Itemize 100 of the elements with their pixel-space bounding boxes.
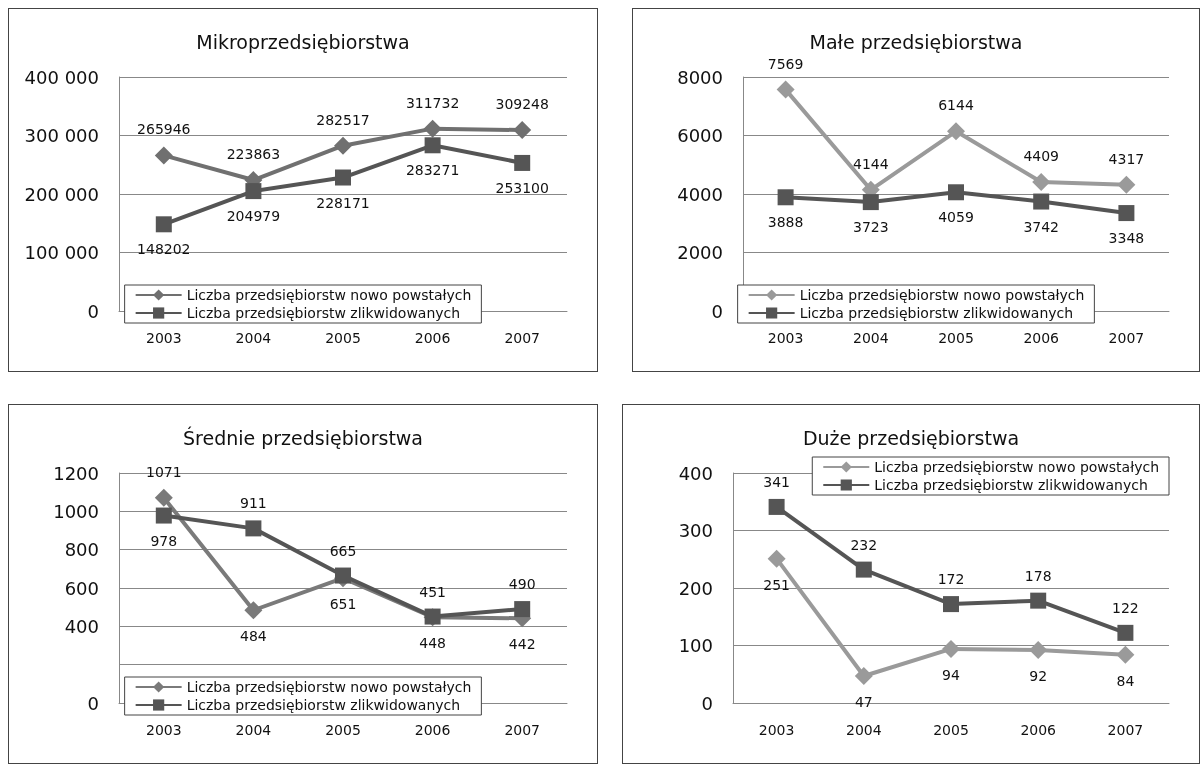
data-label: 3742	[1023, 218, 1060, 235]
y-tick-label: 400	[64, 615, 99, 637]
point	[154, 488, 173, 507]
data-label: 94	[942, 666, 960, 683]
point	[854, 666, 873, 685]
x-tick-label: 2003	[145, 330, 182, 346]
point	[862, 194, 879, 211]
x-tick-label: 2005	[325, 330, 361, 346]
data-label: 341	[763, 473, 790, 490]
y-tick-label: 0	[701, 692, 713, 714]
point	[943, 596, 959, 613]
legend-label: Liczba przedsiębiorstw nowo powstałych	[799, 287, 1085, 303]
y-tick-label: 0	[87, 692, 99, 714]
x-tick-label: 2003	[767, 330, 804, 346]
x-tick-label: 2007	[1107, 722, 1144, 738]
point	[424, 137, 441, 154]
x-tick-label: 2006	[414, 722, 451, 738]
data-label: 978	[150, 532, 178, 549]
point	[1029, 641, 1048, 660]
x-tick-label: 2004	[235, 722, 272, 738]
x-tick-label: 2004	[852, 330, 889, 346]
point	[776, 80, 795, 99]
data-label: 490	[508, 576, 536, 593]
y-tick-label: 4000	[677, 183, 723, 205]
point	[154, 146, 173, 165]
point	[334, 136, 352, 155]
point	[1032, 173, 1051, 192]
data-label: 253100	[495, 179, 549, 196]
data-label: 204979	[226, 208, 281, 225]
data-label: 232	[850, 536, 878, 553]
data-label: 265946	[137, 121, 191, 138]
point	[514, 601, 531, 618]
point	[155, 507, 172, 524]
legend-label: Liczba przedsiębiorstw zlikwidowanych	[799, 305, 1074, 321]
y-tick-label: 100 000	[24, 242, 99, 263]
point	[514, 154, 531, 171]
x-tick-label: 2007	[504, 330, 541, 346]
data-label: 911	[240, 495, 267, 512]
point	[767, 549, 786, 568]
data-label: 4317	[1108, 150, 1145, 167]
legend-label: Liczba przedsiębiorstw zlikwidowanych	[186, 697, 461, 713]
data-label: 47	[854, 693, 873, 710]
point	[1117, 175, 1136, 194]
chart-title: Duże przedsiębiorstwa	[802, 426, 1020, 449]
x-tick-label: 2006	[1020, 722, 1057, 738]
point	[245, 183, 262, 200]
data-label: 3888	[767, 214, 804, 231]
x-tick-label: 2004	[845, 722, 882, 738]
point	[1117, 624, 1134, 641]
y-tick-label: 0	[87, 300, 99, 322]
y-tick-label: 400	[678, 462, 713, 484]
x-tick-label: 2005	[325, 722, 361, 738]
y-tick-label: 0	[711, 300, 723, 322]
point	[155, 216, 172, 233]
data-label: 311732	[405, 94, 460, 111]
x-tick-label: 2007	[504, 722, 541, 738]
data-label: 442	[508, 636, 536, 653]
data-label: 148202	[137, 241, 191, 258]
data-label: 282517	[316, 111, 370, 128]
x-tick-label: 2005	[933, 722, 969, 738]
y-tick-label: 200 000	[24, 183, 99, 205]
point	[948, 184, 964, 201]
x-tick-label: 2005	[938, 330, 974, 346]
data-label: 92	[1029, 668, 1048, 685]
data-label: 172	[937, 571, 965, 588]
y-tick-label: 8000	[677, 66, 723, 88]
data-label: 122	[1112, 599, 1139, 616]
y-tick-label: 2000	[677, 242, 723, 263]
y-tick-label: 300 000	[24, 125, 99, 146]
data-label: 4059	[938, 209, 974, 226]
chart-title: Mikroprzedsiębiorstwa	[196, 30, 410, 53]
legend-label: Liczba przedsiębiorstw zlikwidowanych	[874, 477, 1148, 493]
point	[1033, 193, 1050, 210]
point	[513, 121, 532, 140]
x-tick-label: 2003	[145, 722, 182, 738]
x-tick-label: 2003	[758, 722, 795, 738]
y-tick-label: 400 000	[24, 66, 99, 88]
data-label: 178	[1024, 567, 1052, 584]
data-label: 3348	[1108, 230, 1145, 247]
data-label: 251	[763, 576, 790, 593]
y-tick-label: 1200	[53, 462, 99, 484]
data-label: 665	[329, 542, 357, 559]
data-label: 309248	[495, 96, 549, 113]
data-label: 6144	[938, 97, 974, 114]
point	[335, 169, 351, 186]
point	[1030, 592, 1047, 609]
point	[335, 567, 351, 584]
y-tick-label: 300	[678, 520, 713, 541]
point	[244, 601, 263, 620]
legend-label: Liczba przedsiębiorstw nowo powstałych	[186, 679, 472, 695]
point	[1118, 205, 1135, 222]
point	[1116, 645, 1135, 664]
data-label: 283271	[405, 162, 460, 179]
y-tick-label: 200	[678, 577, 713, 599]
data-label: 84	[1116, 672, 1135, 689]
data-label: 223863	[226, 146, 281, 163]
point	[855, 561, 872, 578]
x-tick-label: 2007	[1108, 330, 1145, 346]
data-label: 7569	[767, 55, 804, 72]
point	[245, 520, 262, 537]
